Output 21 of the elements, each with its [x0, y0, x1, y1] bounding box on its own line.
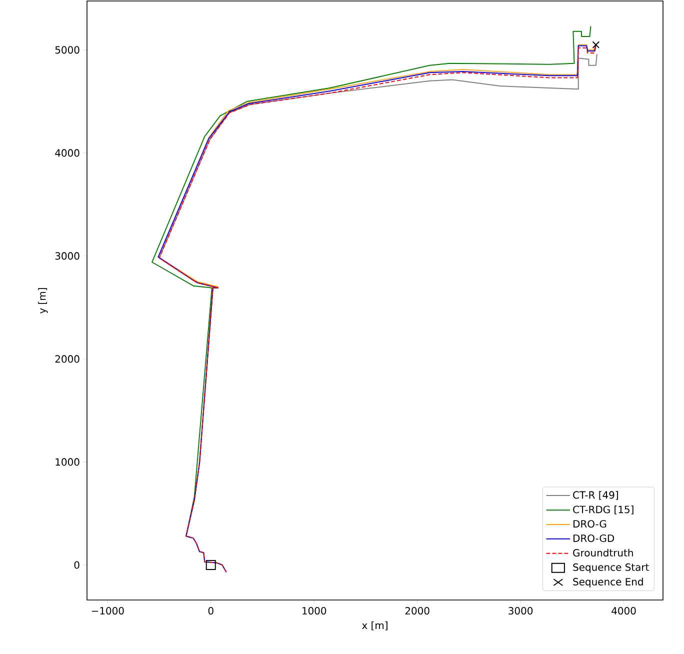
y-axis-title: y [m]	[38, 288, 48, 314]
legend-label: Groundtruth	[573, 548, 633, 557]
x-tick-label: 1000	[302, 607, 326, 615]
y-tick-label: 3000	[55, 252, 80, 260]
y-tick-label: 1000	[56, 458, 80, 466]
legend-label: DRO-GD	[574, 534, 614, 542]
y-tick-label: 5000	[55, 46, 80, 54]
legend-label: DRO-G	[574, 520, 606, 528]
x-tick-label: 4000	[612, 607, 636, 615]
y-tick-label: 0	[74, 561, 80, 569]
y-tick-label: 4000	[55, 149, 80, 157]
legend-label: Sequence End	[573, 578, 643, 588]
legend-label: CT-RDG [15]	[573, 506, 634, 514]
y-tick-label: 2000	[55, 355, 80, 363]
legend-label: Sequence Start	[573, 563, 649, 573]
x-tick-label: 0	[208, 607, 214, 615]
x-tick-label: 3000	[508, 607, 533, 615]
x-axis-title: x [m]	[362, 621, 388, 630]
x-tick-label: 2000	[405, 607, 430, 615]
legend-label: CT-R [49]	[573, 490, 618, 500]
x-tick-label: −1000	[92, 607, 124, 615]
